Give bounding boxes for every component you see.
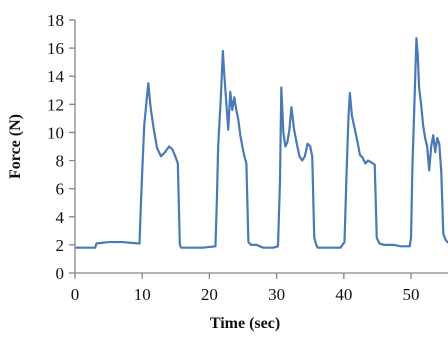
x-tick-label: 40 — [335, 285, 352, 304]
x-tick-label: 0 — [71, 285, 80, 304]
y-tick-label: 8 — [56, 152, 65, 171]
x-tick-label: 50 — [403, 285, 420, 304]
y-tick-label: 4 — [56, 208, 65, 227]
y-tick-label: 16 — [47, 39, 64, 58]
x-axis-label: Time (sec) — [210, 315, 280, 332]
x-tick-label: 10 — [134, 285, 151, 304]
y-tick-label: 12 — [47, 95, 64, 114]
y-axis-ticks: 0 2 4 6 8 10 12 14 16 18 — [47, 11, 75, 283]
plot-area — [75, 37, 448, 249]
y-tick-label: 0 — [56, 264, 65, 283]
x-tick-label: 20 — [201, 285, 218, 304]
y-tick-label: 6 — [56, 180, 65, 199]
y-tick-label: 2 — [56, 236, 65, 255]
force-series-line — [75, 37, 448, 249]
y-tick-label: 10 — [47, 123, 64, 142]
x-axis-ticks: 0 10 20 30 40 50 — [71, 273, 420, 304]
x-tick-label: 30 — [268, 285, 285, 304]
y-axis-label: Force (N) — [7, 114, 24, 179]
y-tick-label: 14 — [47, 67, 65, 86]
y-tick-label: 18 — [47, 11, 64, 30]
